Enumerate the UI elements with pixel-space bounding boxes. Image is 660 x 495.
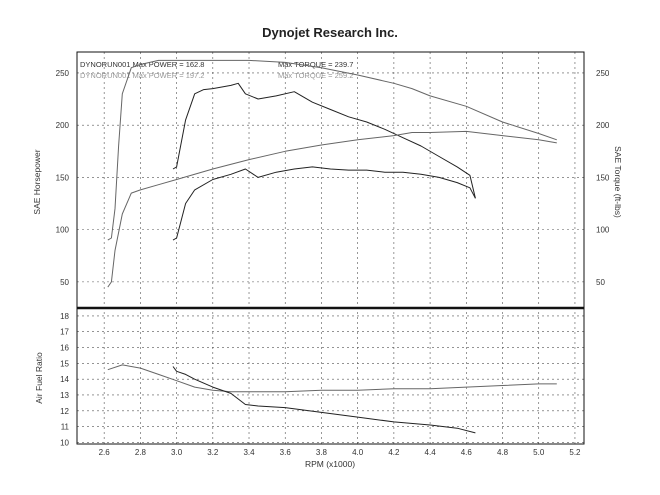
hp-tick-label: 250: [56, 69, 70, 78]
x-tick-label: 4.8: [497, 448, 509, 457]
afr-curve-run-1: [172, 366, 476, 434]
afr-tick-label: 17: [60, 328, 69, 337]
x-tick-label: 4.6: [461, 448, 473, 457]
afr-curve-run-2: [107, 364, 557, 393]
x-tick-label: 3.6: [280, 448, 292, 457]
hp-curve-run-2: [107, 130, 557, 288]
afr-tick-label: 14: [60, 375, 69, 384]
x-tick-label: 3.0: [171, 448, 183, 457]
torque-tick-label: 50: [596, 278, 605, 287]
x-tick-label: 4.4: [425, 448, 437, 457]
x-axis-label: RPM (x1000): [305, 459, 355, 469]
torque-tick-label: 100: [596, 226, 610, 235]
x-tick-label: 3.8: [316, 448, 328, 457]
legend: DYNORUN001 Max POWER = 162.8 Max TORQUE …: [80, 60, 353, 80]
y-axis-label-left: SAE Horsepower: [32, 149, 42, 214]
torque-tick-label: 200: [596, 121, 610, 130]
x-tick-label: 5.2: [569, 448, 581, 457]
legend-run-2-torque: Max TORQUE = 259.2: [278, 71, 353, 80]
tick-labels: 2.6 2.8 3.0 3.2 3.4 3.6 3.8 4.0 4.2 4.4 4.6 4.8 5.0 5…: [56, 69, 610, 457]
afr-tick-label: 13: [60, 391, 69, 400]
x-tick-label: 4.0: [352, 448, 364, 457]
afr-tick-label: 18: [60, 312, 69, 321]
hp-curve-run-1: [172, 166, 476, 241]
x-tick-label: 4.2: [388, 448, 400, 457]
y-axis-label-right: SAE Torque (ft-lbs): [613, 146, 623, 218]
afr-tick-label: 12: [60, 407, 69, 416]
plot-frame: [76, 51, 585, 445]
legend-run-1-torque: Max TORQUE = 239.7: [278, 60, 353, 69]
hp-tick-label: 50: [60, 278, 69, 287]
x-tick-label: 2.8: [135, 448, 147, 457]
torque-curve-run-1: [172, 82, 476, 199]
hp-tick-label: 150: [56, 173, 70, 182]
torque-curve-run-2: [107, 59, 557, 241]
hp-tick-label: 100: [56, 226, 70, 235]
torque-tick-label: 250: [596, 69, 610, 78]
legend-run-1: DYNORUN001 Max POWER = 162.8: [80, 60, 204, 69]
torque-tick-label: 150: [596, 173, 610, 182]
grid: [77, 52, 584, 444]
afr-axis-label: Air Fuel Ratio: [34, 352, 44, 404]
series-layer: [107, 59, 557, 434]
chart-title: Dynojet Research Inc.: [262, 25, 398, 40]
x-tick-label: 3.4: [243, 448, 255, 457]
afr-tick-label: 16: [60, 344, 69, 353]
afr-tick-label: 11: [61, 423, 70, 432]
afr-tick-label: 10: [60, 438, 69, 447]
x-tick-label: 2.6: [99, 448, 111, 457]
x-tick-label: 5.0: [533, 448, 545, 457]
afr-tick-label: 15: [60, 359, 69, 368]
legend-run-2: DYNORUN001 Max POWER = 197.2: [80, 71, 204, 80]
x-tick-label: 3.2: [207, 448, 219, 457]
hp-tick-label: 200: [56, 121, 70, 130]
